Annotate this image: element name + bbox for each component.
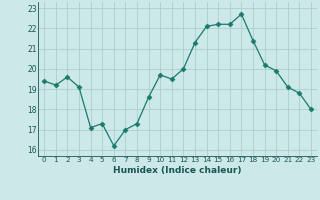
X-axis label: Humidex (Indice chaleur): Humidex (Indice chaleur) (113, 166, 242, 175)
